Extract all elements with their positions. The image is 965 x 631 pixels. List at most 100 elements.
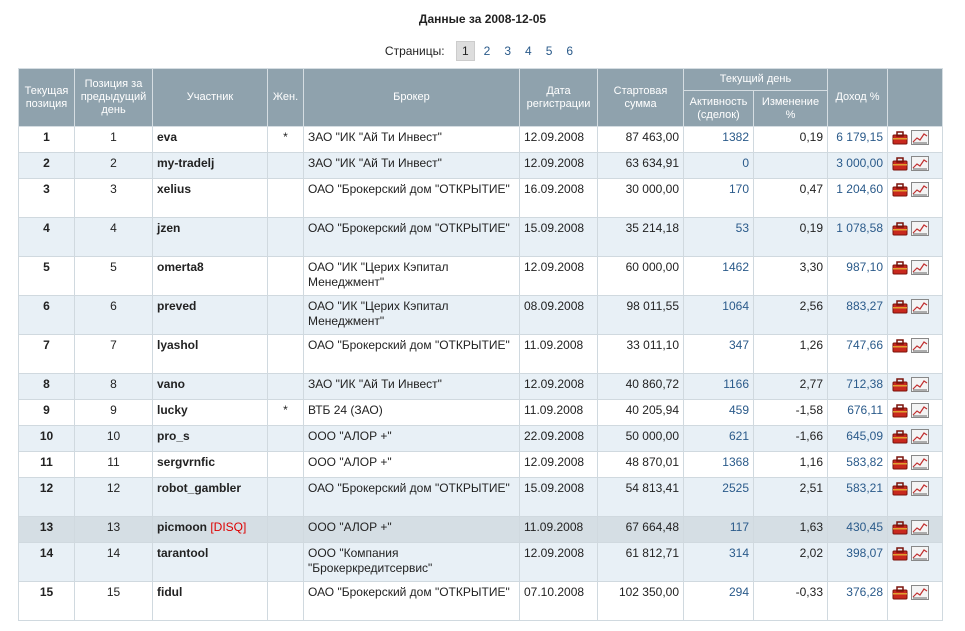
income-cell[interactable]: 645,09 [827, 425, 888, 452]
portfolio-icon[interactable] [892, 429, 908, 448]
chart-icon[interactable] [911, 546, 930, 565]
broker-cell: ООО "АЛОР +" [303, 516, 520, 543]
chart-icon[interactable] [911, 403, 930, 422]
page-link-4[interactable]: 4 [525, 44, 532, 58]
participant-link[interactable]: xelius [157, 182, 192, 196]
income-cell[interactable]: 430,45 [827, 516, 888, 543]
page-link-6[interactable]: 6 [566, 44, 574, 58]
participant-link[interactable]: fidul [157, 585, 183, 599]
chart-icon[interactable] [911, 260, 930, 279]
chart-icon[interactable] [911, 377, 930, 396]
participant-link[interactable]: preved [157, 299, 197, 313]
activity-cell[interactable]: 117 [683, 516, 754, 543]
income-cell[interactable]: 883,27 [827, 295, 888, 335]
reg-date-cell: 12.09.2008 [519, 451, 598, 478]
income-cell[interactable]: 6 179,15 [827, 126, 888, 153]
participant-link[interactable]: omerta8 [157, 260, 204, 274]
start-sum-cell: 63 634,91 [597, 152, 684, 179]
broker-cell: ОАО "Брокерский дом "ОТКРЫТИЕ" [303, 178, 520, 218]
participant-link[interactable]: lucky [157, 403, 188, 417]
income-cell[interactable]: 712,38 [827, 373, 888, 400]
participant-link[interactable]: vano [157, 377, 186, 391]
participant-link[interactable]: jzen [157, 221, 181, 235]
start-sum-cell: 67 664,48 [597, 516, 684, 543]
activity-cell[interactable]: 1166 [683, 373, 754, 400]
participant-link[interactable]: pro_s [157, 429, 190, 443]
activity-cell[interactable]: 459 [683, 399, 754, 426]
activity-cell[interactable]: 621 [683, 425, 754, 452]
participant-link[interactable]: tarantool [157, 546, 209, 560]
activity-cell[interactable]: 1064 [683, 295, 754, 335]
prev-position-cell: 5 [74, 256, 153, 296]
income-cell[interactable]: 1 078,58 [827, 217, 888, 257]
portfolio-icon[interactable] [892, 546, 908, 565]
page-link-1[interactable]: 1 [455, 41, 475, 61]
portfolio-icon[interactable] [892, 585, 908, 604]
participant-link[interactable]: eva [157, 130, 178, 144]
participant-link[interactable]: robot_gambler [157, 481, 242, 495]
activity-cell[interactable]: 347 [683, 334, 754, 374]
portfolio-icon[interactable] [892, 221, 908, 240]
chart-icon[interactable] [911, 429, 930, 448]
table-row: 11 11 sergvrnfic ООО "АЛОР +" 12.09.2008 48 8… [18, 451, 943, 478]
participant-link[interactable]: sergvrnfic [157, 455, 216, 469]
income-cell[interactable]: 583,82 [827, 451, 888, 478]
portfolio-icon[interactable] [892, 455, 908, 474]
portfolio-icon[interactable] [892, 156, 908, 175]
chart-icon[interactable] [911, 130, 930, 149]
activity-cell[interactable]: 0 [683, 152, 754, 179]
activity-cell[interactable]: 2525 [683, 477, 754, 517]
page-link-5[interactable]: 5 [545, 44, 553, 58]
activity-cell[interactable]: 1382 [683, 126, 754, 153]
portfolio-icon[interactable] [892, 299, 908, 318]
income-cell[interactable]: 583,21 [827, 477, 888, 517]
portfolio-icon[interactable] [892, 130, 908, 149]
female-cell [267, 581, 304, 621]
portfolio-icon[interactable] [892, 260, 908, 279]
header-prev: Позиция за предыдущий день [74, 68, 153, 127]
chart-icon[interactable] [911, 455, 930, 474]
participant-link[interactable]: picmoon [157, 520, 207, 534]
change-cell: -1,66 [753, 425, 828, 452]
chart-icon[interactable] [911, 299, 930, 318]
activity-cell[interactable]: 294 [683, 581, 754, 621]
chart-icon[interactable] [911, 182, 930, 201]
portfolio-icon[interactable] [892, 182, 908, 201]
participant-link[interactable]: my-tradelj [157, 156, 215, 170]
chart-icon[interactable] [911, 156, 930, 175]
income-cell[interactable]: 3 000,00 [827, 152, 888, 179]
chart-icon[interactable] [911, 221, 930, 240]
portfolio-icon[interactable] [892, 481, 908, 500]
participant-cell: eva [152, 126, 268, 153]
chart-icon[interactable] [911, 481, 930, 500]
header-current-day: Текущий день [683, 68, 828, 91]
activity-cell[interactable]: 1462 [683, 256, 754, 296]
prev-position-cell: 9 [74, 399, 153, 426]
activity-cell[interactable]: 314 [683, 542, 754, 582]
income-cell[interactable]: 676,11 [827, 399, 888, 426]
table-row: 10 10 pro_s ООО "АЛОР +" 22.09.2008 50 000,00… [18, 425, 943, 452]
income-cell[interactable]: 987,10 [827, 256, 888, 296]
change-cell: 2,56 [753, 295, 828, 335]
portfolio-icon[interactable] [892, 520, 908, 539]
chart-icon[interactable] [911, 585, 930, 604]
activity-cell[interactable]: 1368 [683, 451, 754, 478]
participant-cell: preved [152, 295, 268, 335]
chart-icon[interactable] [911, 338, 930, 357]
change-cell: 2,77 [753, 373, 828, 400]
income-cell[interactable]: 1 204,60 [827, 178, 888, 218]
participant-link[interactable]: lyashol [157, 338, 199, 352]
income-cell[interactable]: 398,07 [827, 542, 888, 582]
page-link-3[interactable]: 3 [504, 44, 511, 58]
portfolio-icon[interactable] [892, 403, 908, 422]
page-link-2[interactable]: 2 [483, 44, 491, 58]
income-cell[interactable]: 747,66 [827, 334, 888, 374]
activity-cell[interactable]: 53 [683, 217, 754, 257]
female-cell [267, 516, 304, 543]
activity-cell[interactable]: 170 [683, 178, 754, 218]
broker-cell: ОАО "ИК "Церих Кэпитал Менеджмент" [303, 256, 520, 296]
chart-icon[interactable] [911, 520, 930, 539]
portfolio-icon[interactable] [892, 377, 908, 396]
income-cell[interactable]: 376,28 [827, 581, 888, 621]
portfolio-icon[interactable] [892, 338, 908, 357]
